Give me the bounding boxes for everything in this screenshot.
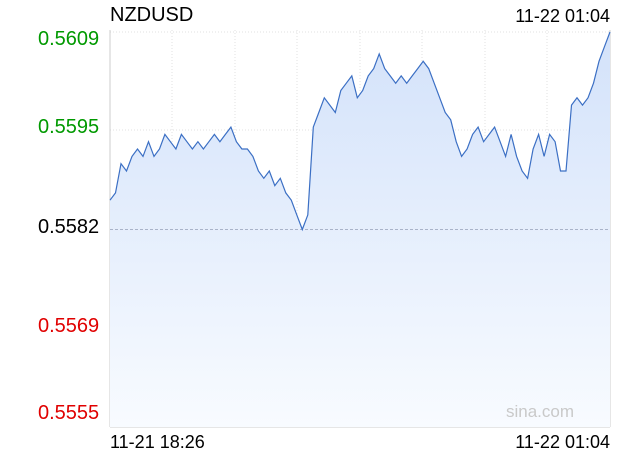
y-tick-label-4: 0.5569	[38, 315, 100, 337]
x-end-label: 11-22 01:04	[515, 432, 610, 452]
symbol-title: NZDUSD	[110, 4, 194, 26]
y-tick-label-2: 0.5595	[38, 116, 100, 138]
y-tick-label-1: 0.5609	[38, 28, 100, 50]
y-tick-label-3: 0.5582	[38, 216, 100, 238]
sina-watermark: sina.com	[506, 402, 575, 421]
price-line	[109, 31, 611, 232]
x-start-label: 11-21 18:26	[110, 432, 205, 452]
timestamp: 11-22 01:04	[515, 6, 610, 26]
y-tick-label-5: 0.5555	[38, 402, 100, 424]
